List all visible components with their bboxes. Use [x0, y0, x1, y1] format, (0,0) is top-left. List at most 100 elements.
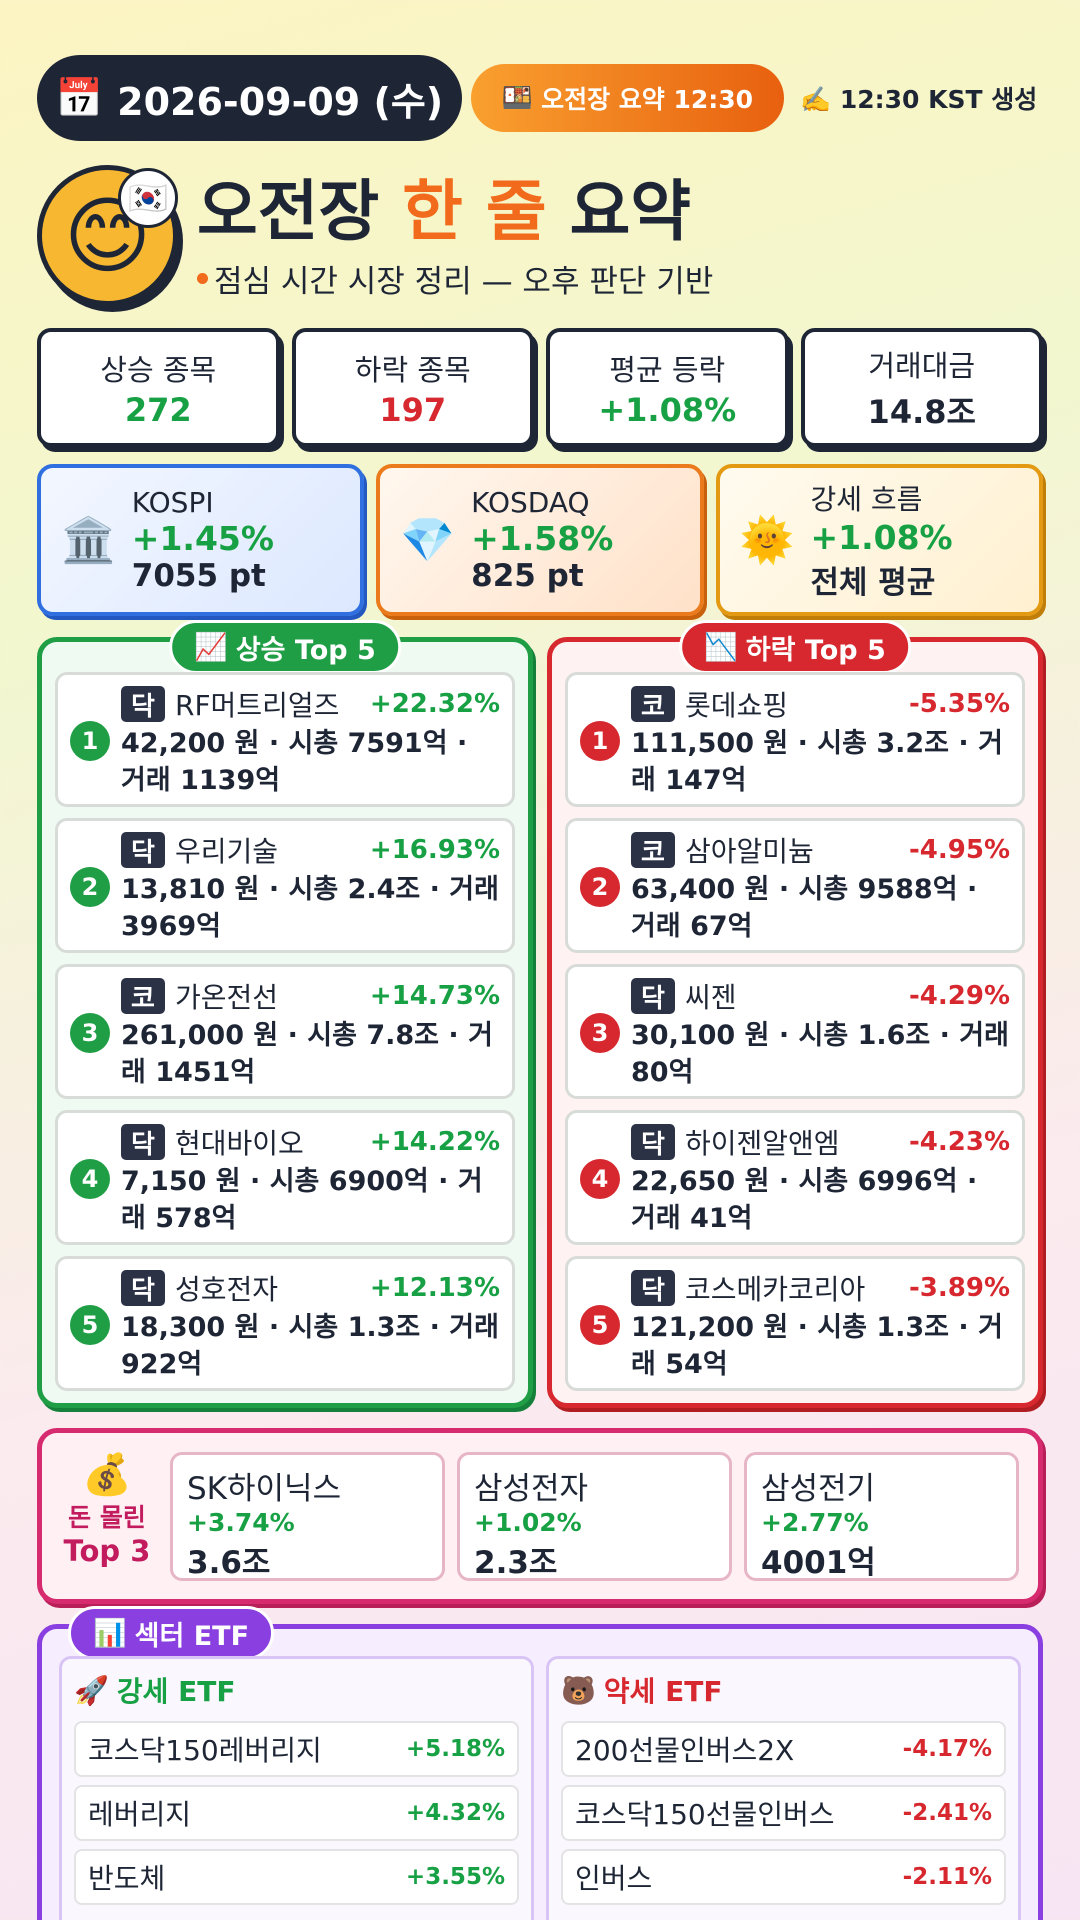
stock-name: 씨젠 [685, 981, 737, 1014]
money-amount: 3.6조 [187, 1545, 271, 1581]
index-name: KOSDAQ [471, 486, 590, 519]
stock-header: 닥 하이젠알앤엠 -4.23% [631, 1123, 1010, 1161]
session-text: 오전장 요약 12:30 [541, 85, 754, 114]
etf-change: +5.18% [405, 1736, 505, 1762]
stock-detail: 121,200 원 · 시총 1.3조 · 거래 54억 [631, 1312, 1003, 1380]
strong-etf: 🚀 강세 ETF 코스닥150레버리지 +5.18% 레버리지 +4.32% 반도체 +3.5… [59, 1656, 534, 1920]
stock-change: -5.35% [909, 689, 1010, 719]
money-card: SK하이닉스 +3.74% 3.6조 [170, 1452, 445, 1581]
stats-row: 상승 종목 272 하락 종목 197 평균 등락 +1.08% 거래대금 14.8조 [37, 328, 1043, 447]
etf-name: 코스닥150선물인버스 [575, 1798, 835, 1831]
etf-name: 200선물인버스2X [575, 1734, 795, 1767]
rank-badge: 1 [70, 721, 110, 761]
market-badge: 닥 [121, 832, 165, 868]
market-badge: 코 [121, 978, 165, 1014]
stock-change: +16.93% [369, 835, 500, 865]
money-name: 삼성전기 [761, 1471, 876, 1507]
etf-icon: 🐻 [561, 1673, 596, 1707]
stat-value: 197 [379, 390, 447, 429]
stock-detail: 13,810 원 · 시총 2.4조 · 거래 3969억 [121, 874, 499, 942]
etf-name: 반도체 [88, 1862, 166, 1895]
etf-change: +3.55% [405, 1864, 505, 1890]
etf-row: 200선물인버스2X -4.17% [561, 1721, 1006, 1777]
etf-row: 반도체 +3.55% [74, 1849, 519, 1905]
index-card: 💎 KOSDAQ +1.58% 825 pt [376, 464, 704, 616]
etf-subtitle-text: 강세 ETF [116, 1675, 236, 1708]
stat-value: 272 [124, 390, 192, 429]
market-badge: 닥 [631, 1124, 675, 1160]
stock-header: 코 롯데쇼핑 -5.35% [631, 685, 1010, 723]
calendar-icon: 📅 [55, 75, 104, 120]
etf-change: -2.41% [902, 1800, 992, 1826]
rank-badge: 2 [580, 867, 620, 907]
stat-card: 상승 종목 272 [37, 328, 280, 447]
index-level: 7055 pt [131, 558, 266, 594]
stock-header: 코 가온전선 +14.73% [121, 977, 500, 1015]
money-amount: 4001억 [761, 1545, 876, 1581]
stock-detail: 7,150 원 · 시총 6900억 · 거래 578억 [121, 1166, 483, 1234]
stock-item: 2 코 삼아알미늄 -4.95% 63,400 원 · 시총 9588억 · 거래 67… [565, 818, 1025, 953]
stock-detail: 63,400 원 · 시총 9588억 · 거래 67억 [631, 874, 978, 942]
stock-change: +12.13% [369, 1273, 500, 1303]
stock-item: 4 닥 하이젠알앤엠 -4.23% 22,650 원 · 시총 6996억 · 거래 4… [565, 1110, 1025, 1245]
generated-text: 12:30 KST 생성 [839, 85, 1038, 114]
index-icon: 💎 [400, 515, 456, 566]
stock-detail: 30,100 원 · 시총 1.6조 · 거래 80억 [631, 1020, 1009, 1088]
write-icon: ✍️ [800, 85, 840, 114]
title-pre: 오전장 [197, 173, 380, 250]
stock-detail: 42,200 원 · 시총 7591억 · 거래 1139억 [121, 728, 468, 796]
stock-name: 하이젠알앤엠 [685, 1127, 840, 1160]
money-icon: 💰 [82, 1452, 132, 1498]
stock-change: -3.89% [909, 1273, 1010, 1303]
stock-change: -4.29% [909, 981, 1010, 1011]
stock-name: 가온전선 [175, 981, 279, 1014]
etf-row: 코스닥150레버리지 +5.18% [74, 1721, 519, 1777]
indices-row: 🏛️ KOSPI +1.45% 7055 pt 💎 KOSDAQ +1.58% 825 pt 🌞… [37, 464, 1043, 616]
subtitle-text: 점심 시간 시장 정리 — 오후 판단 기반 [214, 264, 714, 300]
etf-name: 레버리지 [88, 1798, 192, 1831]
stock-change: +22.32% [369, 689, 500, 719]
panel-title: 상승 Top 5 [235, 634, 376, 666]
stat-card: 하락 종목 197 [291, 328, 534, 447]
money-card: 삼성전기 +2.77% 4001억 [744, 1452, 1019, 1581]
money-change: +1.02% [474, 1508, 582, 1537]
etf-change: +4.32% [405, 1800, 505, 1826]
stock-header: 닥 RF머트리얼즈 +22.32% [121, 685, 500, 723]
stock-name: 우리기술 [175, 835, 279, 868]
stock-item: 3 코 가온전선 +14.73% 261,000 원 · 시총 7.8조 · 거래 14… [55, 964, 515, 1099]
stock-header: 닥 현대바이오 +14.22% [121, 1123, 500, 1161]
etf-subtitle-text: 약세 ETF [603, 1675, 723, 1708]
bento-icon: 🍱 [501, 83, 534, 112]
session-badge: 🍱 오전장 요약 12:30 [471, 64, 784, 132]
money-change: +2.77% [761, 1508, 869, 1537]
index-change: +1.08% [810, 518, 953, 557]
stock-change: -4.95% [909, 835, 1010, 865]
index-level: 전체 평균 [810, 565, 936, 601]
stock-detail: 18,300 원 · 시총 1.3조 · 거래 922억 [121, 1312, 499, 1380]
stock-header: 닥 씨젠 -4.29% [631, 977, 1010, 1015]
stat-card: 평균 등락 +1.08% [546, 328, 789, 447]
chart-icon: 📊 [93, 1618, 127, 1649]
date: 2026-09-09 (수) [117, 79, 444, 124]
stat-label: 거래대금 [868, 348, 976, 383]
stock-name: 성호전자 [175, 1273, 279, 1306]
stock-change: -4.23% [909, 1127, 1010, 1157]
etf-row: 인버스 -2.11% [561, 1849, 1006, 1905]
stock-change: +14.73% [369, 981, 500, 1011]
rank-badge: 2 [70, 867, 110, 907]
title-post: 요약 [569, 173, 692, 250]
index-change: +1.45% [131, 519, 274, 558]
market-badge: 닥 [121, 686, 165, 722]
date-pill: 📅 2026-09-09 (수) [37, 55, 462, 141]
stock-item: 4 닥 현대바이오 +14.22% 7,150 원 · 시총 6900억 · 거래 57… [55, 1110, 515, 1245]
money-name: SK하이닉스 [187, 1471, 342, 1507]
stock-header: 닥 코스메카코리아 -3.89% [631, 1269, 1010, 1307]
title-highlight: 한 줄 [402, 173, 547, 250]
etf-badge: 📊 섹터 ETF [68, 1606, 275, 1660]
etf-name: 인버스 [575, 1862, 653, 1895]
rank-badge: 4 [580, 1159, 620, 1199]
index-card: 🌞 강세 흐름 +1.08% 전체 평균 [715, 464, 1043, 616]
flag-icon: 🇰🇷 [118, 168, 178, 228]
stock-header: 닥 우리기술 +16.93% [121, 831, 500, 869]
